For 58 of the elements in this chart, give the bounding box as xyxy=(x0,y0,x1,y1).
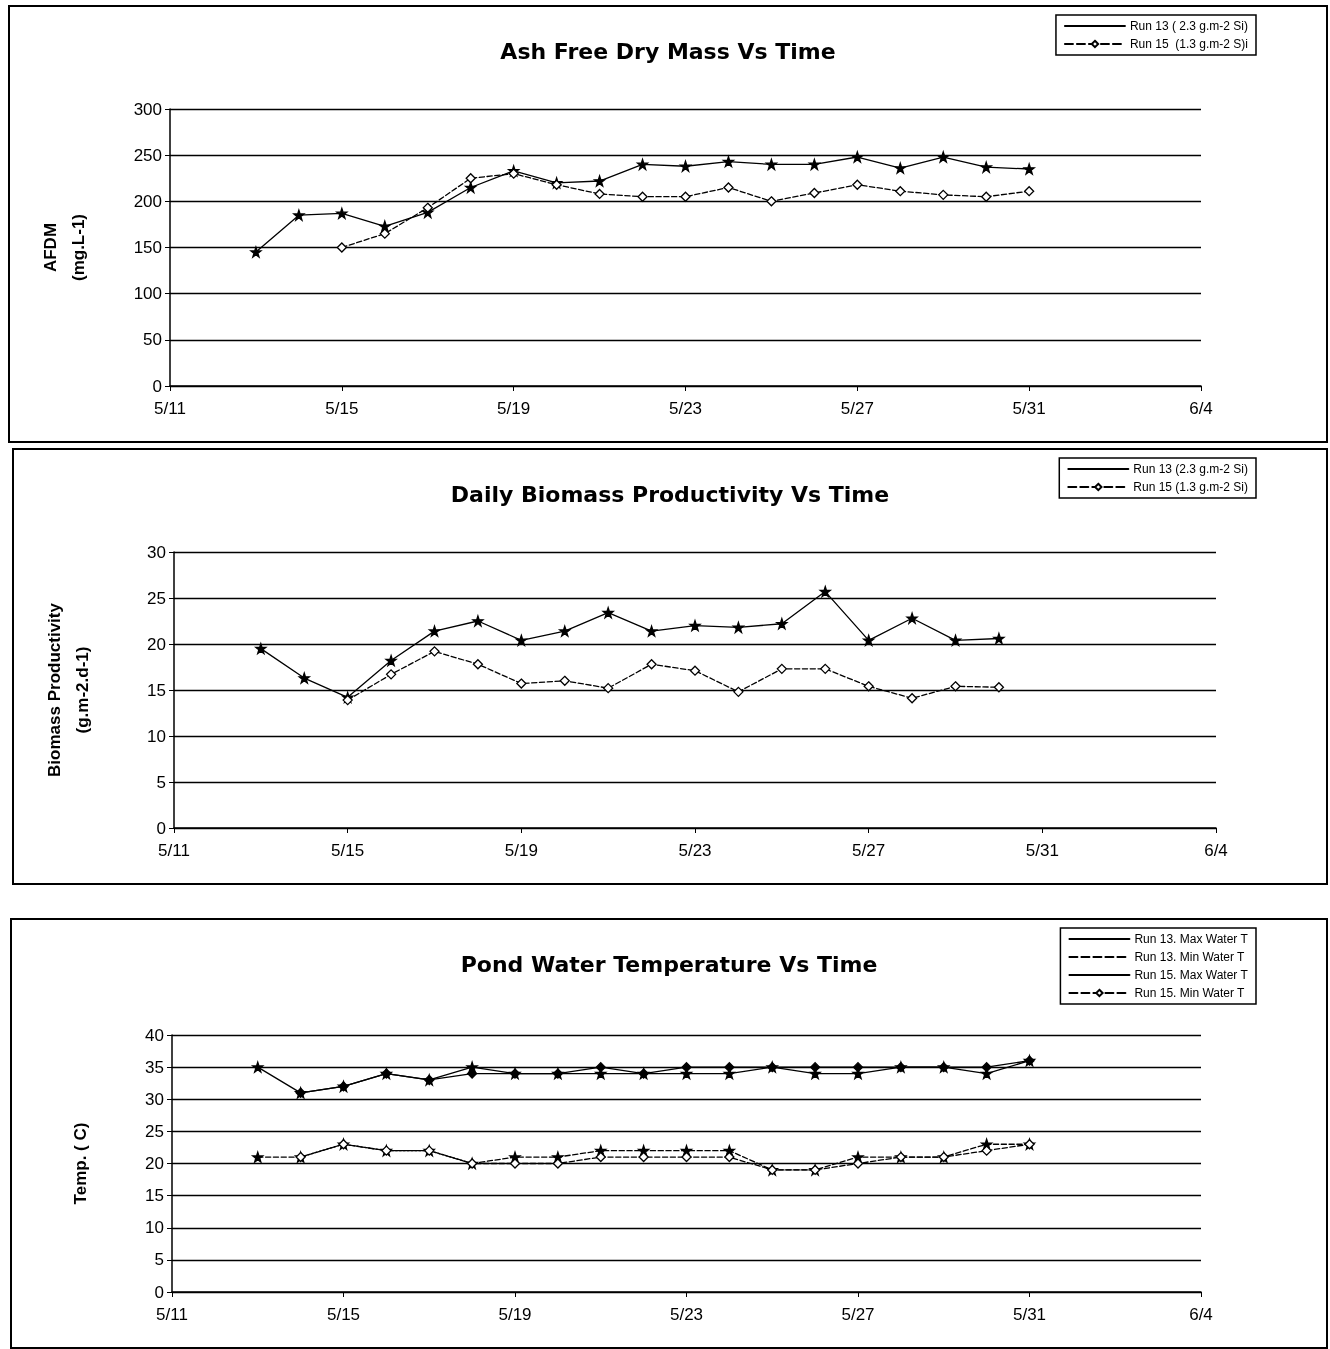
x-tick-label: 5/31 xyxy=(1025,841,1059,860)
y-axis-title: AFDM (mg.L-1) xyxy=(40,213,88,282)
chart-title: Ash Free Dry Mass Vs Time xyxy=(500,38,836,64)
x-tick-label: 5/19 xyxy=(504,841,538,860)
y-tick-label: 10 xyxy=(147,726,166,746)
y-tick-label: 200 xyxy=(133,191,162,211)
x-tick-label: 6/4 xyxy=(1189,399,1213,418)
y-tick-label: 50 xyxy=(143,330,162,350)
y-tick-label: 20 xyxy=(145,1154,164,1173)
x-tick-label: 5/19 xyxy=(498,1305,532,1324)
y-tick-label: 300 xyxy=(133,99,162,119)
y-tick-label: 30 xyxy=(145,1089,164,1109)
y-tick-label: 20 xyxy=(147,634,166,654)
x-tick-label: 5/15 xyxy=(325,399,359,418)
x-tick-label: 5/19 xyxy=(497,399,531,418)
legend-label: Run 15 (1.3 g.m-2 Si) xyxy=(1133,480,1248,494)
y-tick-label: 25 xyxy=(147,588,166,608)
x-tick-label: 5/11 xyxy=(154,399,186,418)
y-tick-label: 15 xyxy=(147,680,166,700)
y-tick-label: 150 xyxy=(133,238,162,257)
y-tick-label: 100 xyxy=(133,284,162,304)
y-axis-title: Temp. ( C) xyxy=(70,1122,90,1205)
x-tick-label: 5/23 xyxy=(678,841,712,860)
y-tick-label: 250 xyxy=(133,145,162,165)
x-tick-label: 5/27 xyxy=(841,1305,875,1324)
y-tick-label: 0 xyxy=(152,376,162,396)
x-tick-label: 5/15 xyxy=(331,841,365,860)
x-tick-label: 5/31 xyxy=(1012,399,1046,418)
y-tick-label: 40 xyxy=(145,1025,164,1045)
x-tick-label: 5/23 xyxy=(669,1305,704,1324)
legend-label: Run 13. Max Water T xyxy=(1134,932,1249,946)
y-tick-label: 25 xyxy=(145,1121,164,1141)
legend-label: Run 13 ( 2.3 g.m-2 Si) xyxy=(1129,19,1249,33)
x-tick-label: 5/27 xyxy=(840,399,874,418)
chart-title: Daily Biomass Productivity Vs Time xyxy=(450,481,890,507)
x-tick-label: 6/4 xyxy=(1204,841,1228,860)
legend-label: Run 13 (2.3 g.m-2 Si) xyxy=(1133,462,1248,476)
y-tick-label: 30 xyxy=(147,542,166,562)
y-tick-label: 10 xyxy=(145,1218,164,1238)
chart-title: Pond Water Temperature Vs Time xyxy=(460,951,878,977)
x-tick-label: 5/11 xyxy=(156,1305,188,1324)
legend-label: Run 13. Min Water T xyxy=(1134,950,1246,964)
legend-label: Run 15. Max Water T xyxy=(1134,968,1249,982)
y-tick-label: 5 xyxy=(154,1250,164,1270)
x-tick-label: 6/4 xyxy=(1189,1305,1213,1324)
x-tick-label: 5/31 xyxy=(1012,1305,1047,1324)
legend-label: Run 15 (1.3 g.m-2 S)i xyxy=(1129,37,1249,51)
x-tick-label: 5/23 xyxy=(668,399,703,418)
x-tick-label: 5/11 xyxy=(158,841,190,860)
x-tick-label: 5/15 xyxy=(326,1305,361,1324)
y-tick-label: 5 xyxy=(156,772,166,792)
y-tick-label: 15 xyxy=(145,1186,164,1206)
legend-label: Run 15. Min Water T xyxy=(1134,986,1246,1000)
x-tick-label: 5/27 xyxy=(852,841,886,860)
y-tick-label: 0 xyxy=(154,1282,164,1302)
y-tick-label: 0 xyxy=(156,818,166,838)
y-axis-title: Biomass Productivity (g.m-2.d-1) xyxy=(44,602,92,777)
y-tick-label: 35 xyxy=(145,1057,164,1077)
